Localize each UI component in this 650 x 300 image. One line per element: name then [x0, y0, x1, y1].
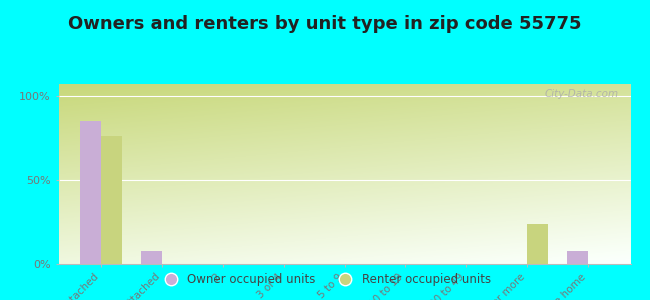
- Bar: [101, 136, 122, 264]
- Text: City-Data.com: City-Data.com: [545, 89, 619, 99]
- Text: Owners and renters by unit type in zip code 55775: Owners and renters by unit type in zip c…: [68, 15, 582, 33]
- Bar: [567, 250, 588, 264]
- Bar: [140, 250, 162, 264]
- Legend: Owner occupied units, Renter occupied units: Owner occupied units, Renter occupied un…: [154, 269, 496, 291]
- Bar: [80, 121, 101, 264]
- Bar: [527, 224, 549, 264]
